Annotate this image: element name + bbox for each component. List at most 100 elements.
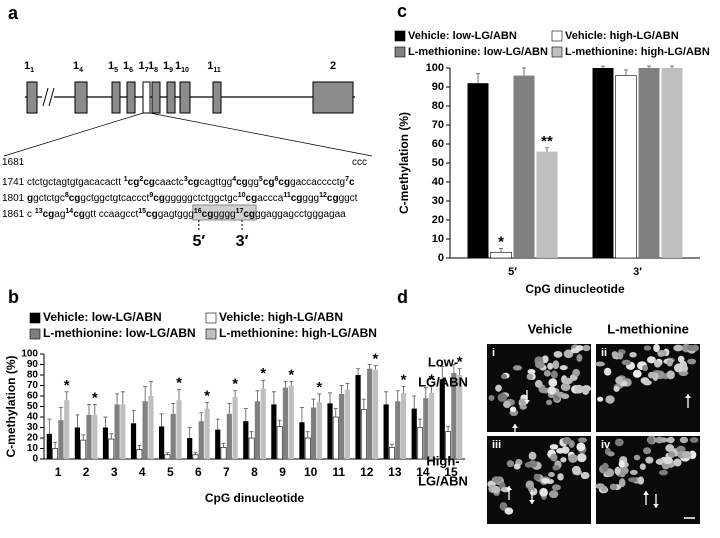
bar bbox=[215, 429, 221, 459]
cell-nucleus bbox=[581, 386, 590, 396]
bar bbox=[332, 416, 339, 460]
arrow-head bbox=[643, 491, 649, 495]
cell-nucleus bbox=[658, 469, 669, 476]
bar bbox=[400, 392, 407, 459]
cell-nucleus bbox=[678, 370, 689, 377]
cell-nucleus bbox=[614, 438, 624, 447]
legend-label: Vehicle: high-LG/ABN bbox=[219, 310, 343, 324]
cell-nucleus bbox=[574, 384, 584, 394]
cpg-number: 15 bbox=[138, 208, 147, 215]
cpg-base: cg bbox=[42, 209, 55, 220]
exon-label-sub: 10 bbox=[181, 67, 189, 74]
bar bbox=[276, 426, 283, 460]
y-tick-label: 100 bbox=[21, 349, 38, 360]
cpg-number: 17 bbox=[235, 208, 244, 215]
arrow-head bbox=[685, 394, 691, 398]
cell-nucleus bbox=[550, 453, 558, 462]
cell-nucleus bbox=[613, 385, 620, 392]
bar bbox=[248, 437, 255, 460]
cell-nucleus bbox=[689, 437, 699, 443]
cell-nucleus bbox=[568, 453, 578, 463]
y-tick-label: 50 bbox=[27, 401, 39, 412]
exon bbox=[74, 81, 88, 114]
error-bar bbox=[395, 390, 400, 402]
exon-label: 15 bbox=[108, 60, 118, 74]
y-tick-label: 70 bbox=[432, 119, 444, 131]
cell-nucleus bbox=[619, 468, 626, 478]
x-tick-label: 9 bbox=[279, 465, 286, 479]
sequence-text: cagttgg bbox=[199, 177, 233, 188]
error-bar bbox=[159, 413, 164, 427]
error-bar bbox=[389, 443, 394, 448]
cell-nucleus bbox=[676, 445, 686, 453]
cpg-number: 7 bbox=[345, 176, 349, 183]
x-tick-label: 13 bbox=[388, 465, 402, 479]
cell-nucleus bbox=[657, 351, 665, 357]
primer-label: 3′ bbox=[236, 233, 249, 250]
cell-nucleus bbox=[687, 358, 697, 365]
error-bar bbox=[103, 416, 108, 428]
cell-nucleus bbox=[609, 483, 618, 491]
error-bar bbox=[243, 408, 248, 422]
cell-nucleus bbox=[556, 448, 565, 454]
cell-nucleus bbox=[645, 456, 654, 464]
bar bbox=[360, 409, 367, 460]
cell-nucleus bbox=[642, 364, 649, 372]
bar bbox=[457, 375, 463, 459]
exon-label-main: 1 bbox=[138, 60, 144, 72]
y-tick-label: 90 bbox=[27, 359, 39, 370]
error-bar bbox=[137, 444, 142, 450]
bar bbox=[411, 408, 417, 459]
column-header: L-methionine bbox=[607, 321, 689, 336]
sequence-text: ggg bbox=[302, 193, 320, 204]
error-bar bbox=[283, 380, 288, 388]
exon-label-sub: 7 bbox=[145, 67, 149, 74]
bar bbox=[490, 252, 512, 259]
error-bar bbox=[333, 408, 338, 417]
exon-label: 2 bbox=[330, 60, 336, 72]
cpg-base: cg bbox=[187, 177, 200, 188]
y-tick-label: 10 bbox=[432, 233, 444, 245]
cell-nucleus bbox=[528, 451, 537, 460]
cell-nucleus bbox=[519, 404, 527, 410]
y-tick-label: 0 bbox=[32, 454, 38, 465]
exon bbox=[312, 81, 354, 114]
cell-nucleus bbox=[553, 350, 563, 358]
cell-nucleus bbox=[548, 472, 555, 478]
exon bbox=[166, 81, 176, 114]
sequence-text: gg bbox=[247, 177, 259, 188]
cell-nucleus bbox=[563, 349, 574, 359]
cell-nucleus bbox=[605, 395, 615, 404]
cell-nucleus bbox=[621, 359, 632, 366]
x-tick-label: 8 bbox=[251, 465, 258, 479]
cell-nucleus bbox=[560, 457, 567, 463]
x-tick-label: 3 bbox=[111, 465, 118, 479]
exon-label-main: 1 bbox=[73, 60, 79, 72]
cell-nucleus bbox=[653, 343, 660, 353]
exon-label: 17 bbox=[138, 60, 148, 74]
cpg-base: cg bbox=[326, 193, 339, 204]
cpg-number: 5 bbox=[258, 176, 263, 183]
x-tick-label: 14 bbox=[416, 465, 430, 479]
error-bar bbox=[277, 419, 282, 427]
sequence-position: 1861 bbox=[2, 209, 25, 220]
y-axis-label: C-methylation (%) bbox=[4, 355, 18, 457]
cpg-number: 8 bbox=[64, 192, 69, 199]
arrow-head bbox=[524, 400, 530, 404]
micrograph: i bbox=[487, 344, 592, 438]
cell-nucleus bbox=[500, 373, 508, 380]
error-bar bbox=[81, 434, 86, 441]
zoom-line bbox=[3, 112, 144, 157]
bar bbox=[192, 454, 199, 460]
error-bar bbox=[87, 403, 91, 415]
legend-swatch bbox=[205, 312, 217, 324]
error-bar bbox=[289, 380, 294, 386]
significance-mark: * bbox=[232, 376, 238, 393]
cell-nucleus bbox=[528, 485, 535, 493]
bar bbox=[142, 401, 148, 459]
y-tick-label: 80 bbox=[27, 370, 39, 381]
cpg-base: cg bbox=[245, 193, 258, 204]
significance-mark: * bbox=[373, 351, 379, 368]
exon-label-main: 1 bbox=[148, 60, 154, 72]
